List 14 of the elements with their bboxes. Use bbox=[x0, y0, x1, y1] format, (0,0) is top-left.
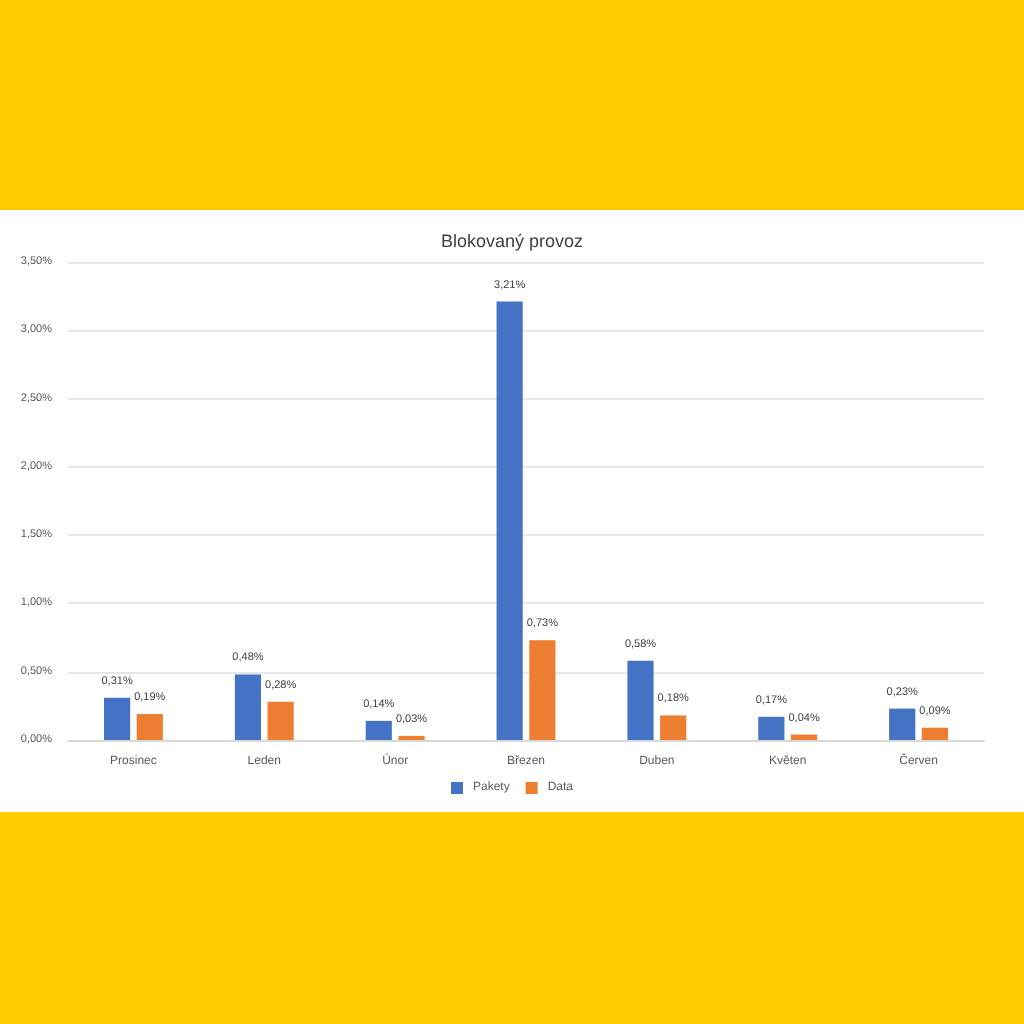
bar bbox=[365, 720, 392, 740]
bar bbox=[758, 716, 785, 740]
bar bbox=[921, 727, 949, 740]
bar bbox=[103, 697, 131, 740]
bar bbox=[496, 301, 523, 740]
bar bbox=[889, 708, 916, 740]
bar bbox=[660, 715, 687, 740]
bar bbox=[234, 674, 262, 740]
bar bbox=[136, 714, 163, 740]
bar bbox=[790, 734, 818, 740]
chart-title: Blokovaný provoz bbox=[440, 231, 585, 251]
bar bbox=[529, 640, 556, 740]
bar bbox=[627, 660, 654, 740]
bar bbox=[267, 701, 294, 740]
